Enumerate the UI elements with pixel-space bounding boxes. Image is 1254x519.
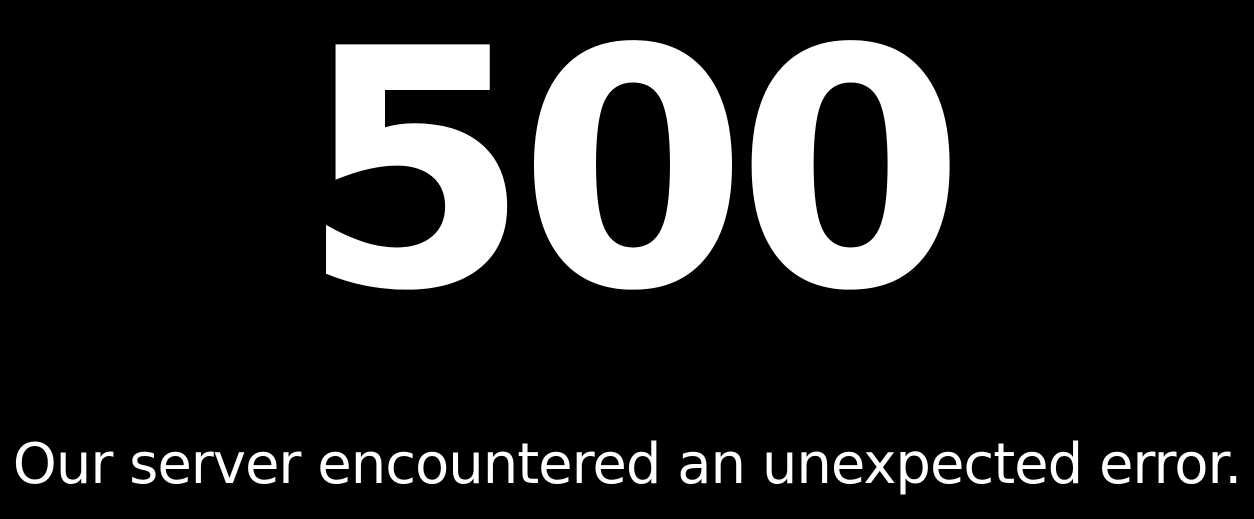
error-code: 500 (300, 0, 966, 363)
error-message: Our server encountered an unexpected err… (12, 432, 1242, 497)
